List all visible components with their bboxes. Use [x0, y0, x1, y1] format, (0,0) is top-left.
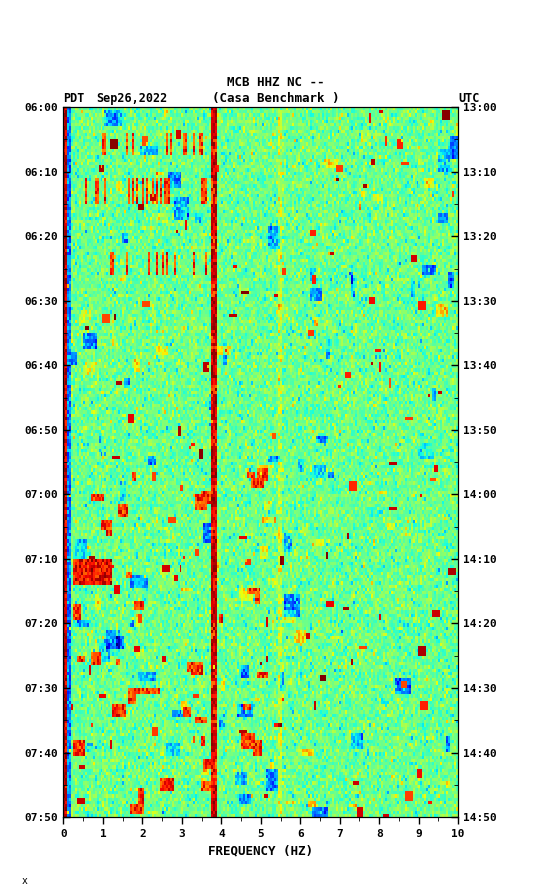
- Polygon shape: [11, 10, 77, 40]
- Text: (Casa Benchmark ): (Casa Benchmark ): [213, 92, 339, 105]
- Text: PDT: PDT: [63, 92, 85, 105]
- X-axis label: FREQUENCY (HZ): FREQUENCY (HZ): [208, 845, 314, 857]
- Text: x: x: [22, 876, 28, 886]
- Text: MCB HHZ NC --: MCB HHZ NC --: [227, 76, 325, 89]
- Text: USGS: USGS: [25, 17, 63, 29]
- Text: Sep26,2022: Sep26,2022: [97, 92, 168, 105]
- Text: UTC: UTC: [458, 92, 480, 105]
